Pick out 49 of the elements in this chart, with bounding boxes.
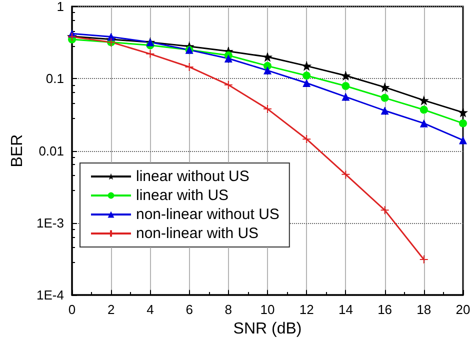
- x-tick-label: 10: [260, 302, 275, 317]
- y-tick-label: 1: [56, 0, 64, 14]
- point: [302, 60, 312, 71]
- point: [459, 136, 467, 144]
- point: [184, 62, 194, 72]
- x-tick-label: 2: [107, 302, 115, 317]
- point: [341, 170, 350, 179]
- point: [224, 54, 232, 63]
- point: [224, 80, 233, 90]
- legend-label: non-linear without US: [136, 206, 280, 223]
- point: [420, 119, 428, 128]
- point: [380, 82, 390, 92]
- y-tick-label: 1E-4: [36, 288, 64, 302]
- point: [420, 106, 428, 114]
- y-axis-title: BER: [9, 134, 26, 168]
- legend-label: non-linear with US: [136, 225, 259, 242]
- x-tick-label: 20: [456, 302, 470, 317]
- x-tick-label: 0: [68, 302, 76, 317]
- x-tick-label: 8: [224, 302, 232, 317]
- y-tick-label: 1E-3: [36, 215, 64, 230]
- point: [418, 95, 429, 106]
- point: [380, 94, 389, 102]
- y-tick-label: 0.1: [46, 71, 64, 86]
- x-tick-label: 14: [338, 302, 353, 317]
- point: [146, 49, 155, 58]
- legend-label: linear without US: [136, 168, 250, 185]
- point: [263, 104, 272, 114]
- x-tick-label: 18: [416, 302, 432, 317]
- x-tick-label: 4: [146, 302, 154, 317]
- point: [380, 206, 390, 215]
- y-tick-label: 0.01: [38, 143, 64, 158]
- point: [459, 119, 467, 128]
- x-tick-label: 16: [378, 302, 392, 317]
- x-axis-title: SNR (dB): [233, 320, 302, 338]
- point: [302, 134, 312, 144]
- legend-label: linear with US: [136, 187, 229, 204]
- x-tick-label: 12: [299, 302, 314, 317]
- point: [458, 107, 468, 118]
- point: [419, 255, 428, 264]
- point: [302, 72, 311, 80]
- point: [340, 70, 351, 81]
- point: [262, 52, 272, 62]
- point: [302, 78, 311, 87]
- point: [380, 106, 389, 115]
- point: [342, 82, 350, 90]
- point: [107, 32, 116, 41]
- point: [264, 66, 272, 74]
- x-tick-label: 6: [186, 302, 193, 317]
- point: [342, 92, 350, 101]
